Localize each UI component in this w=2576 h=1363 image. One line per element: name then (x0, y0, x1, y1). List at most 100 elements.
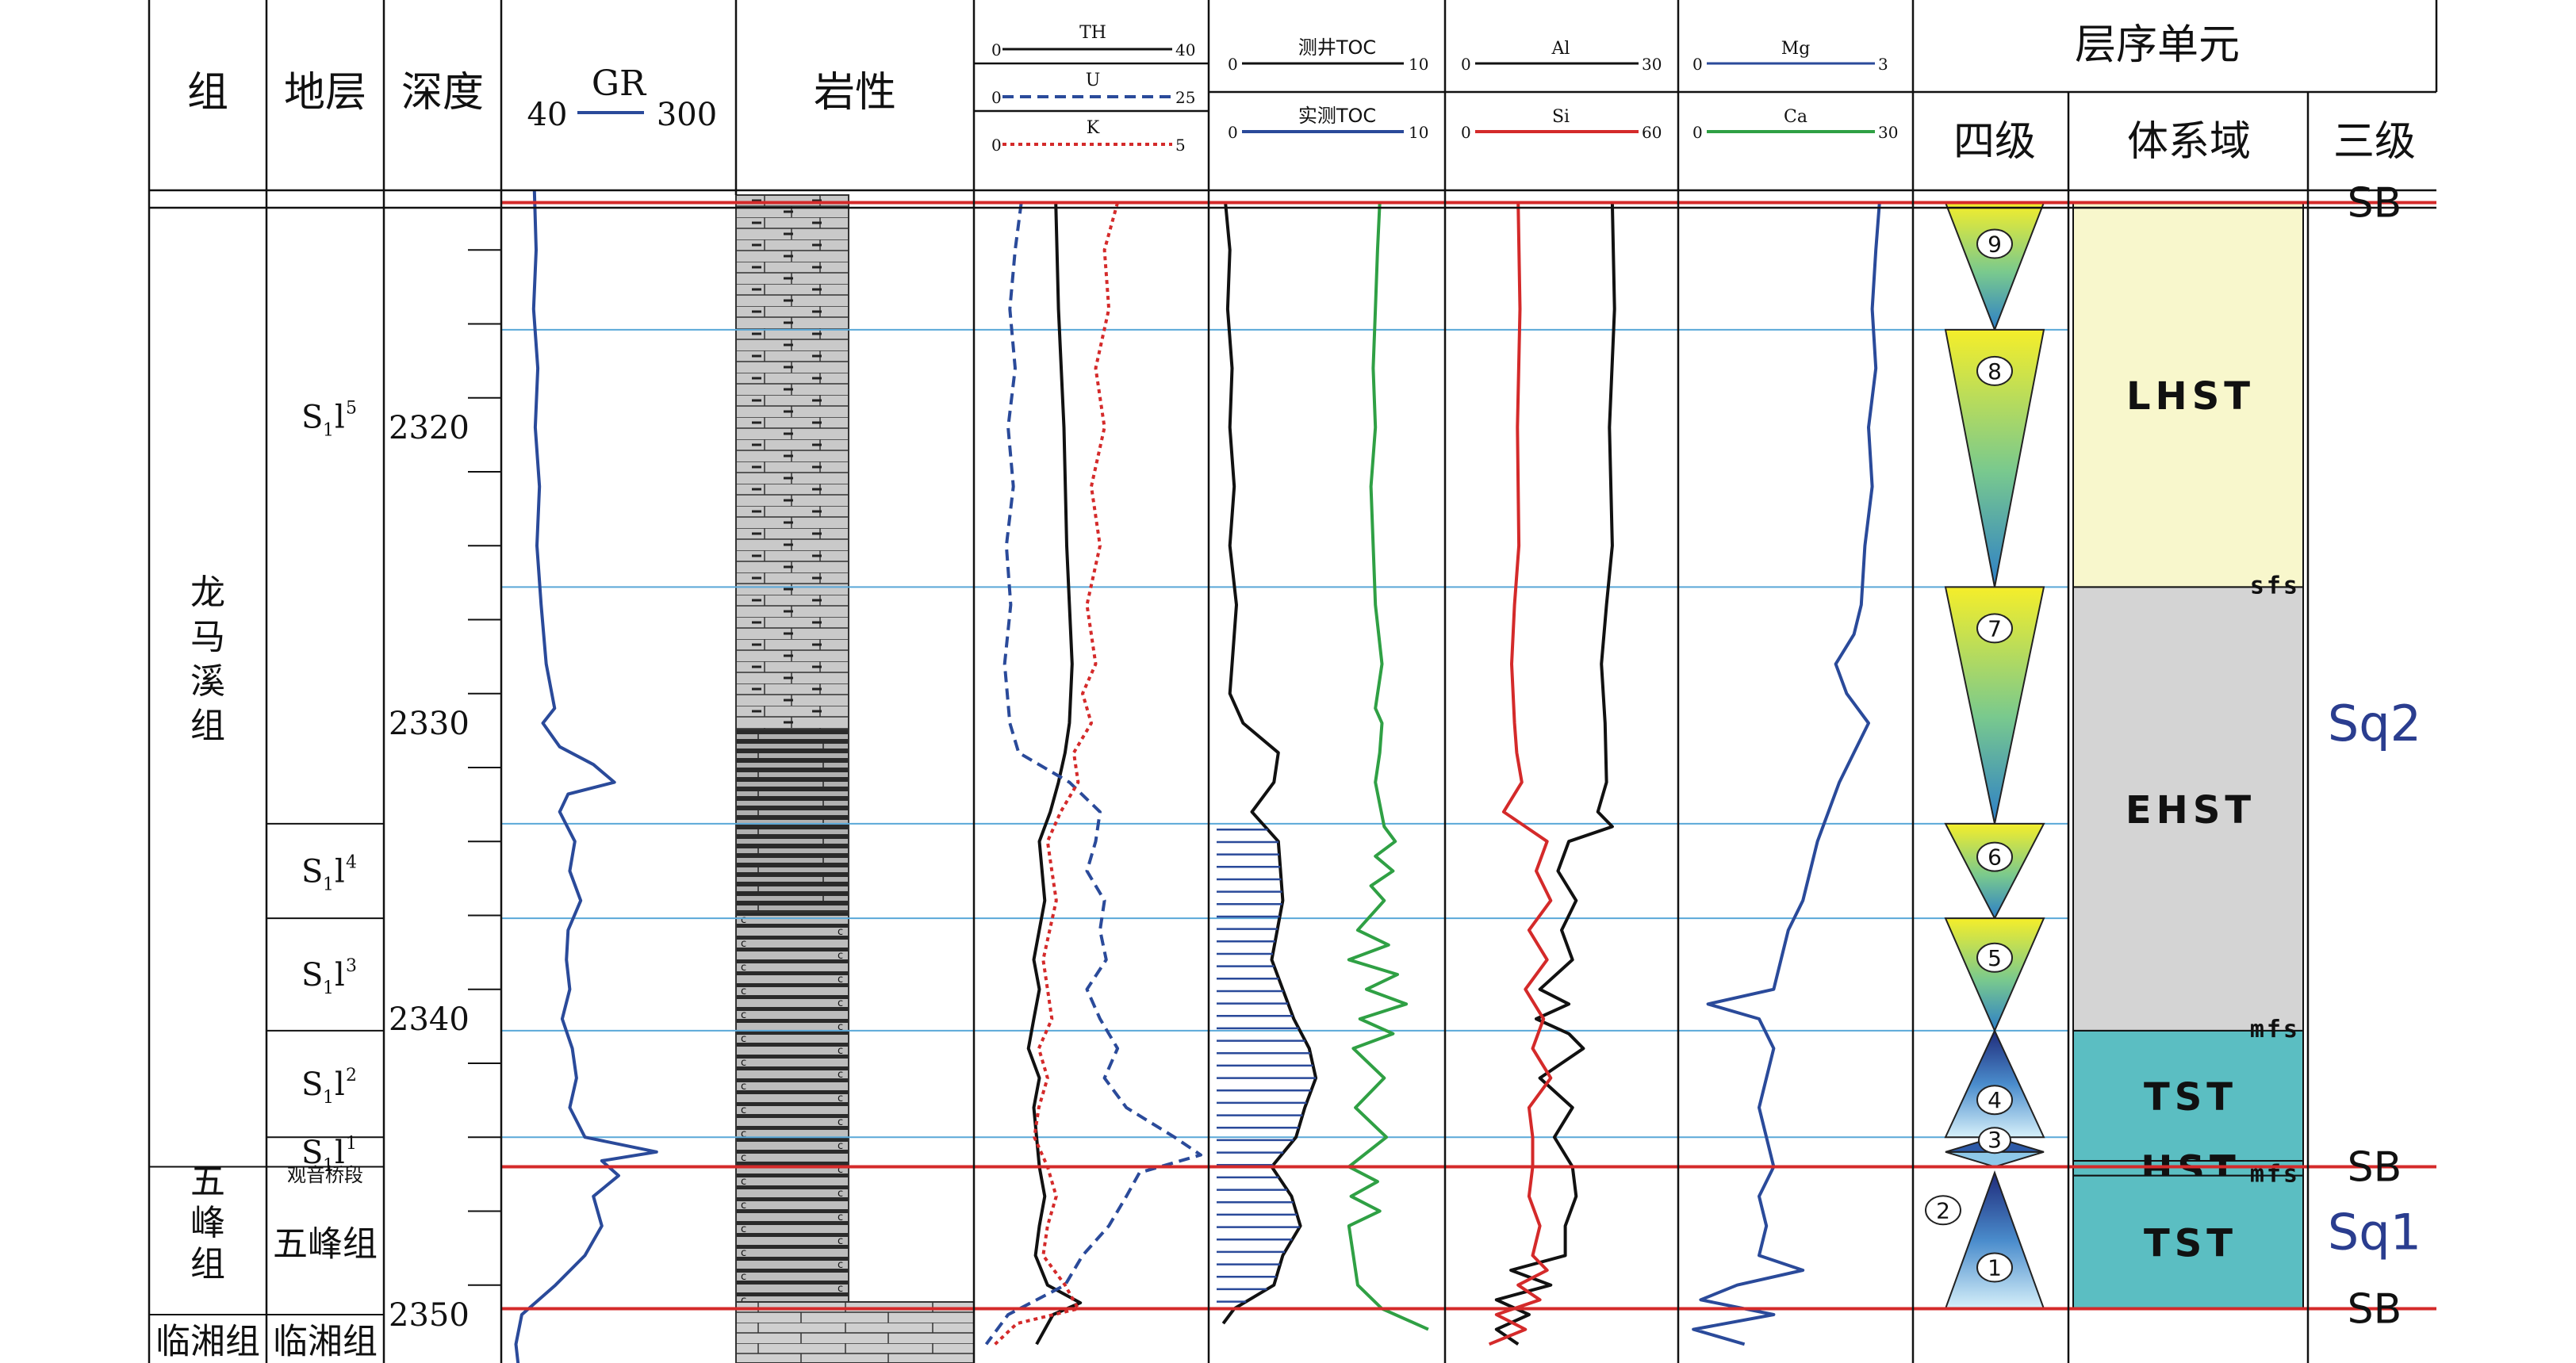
toc-log-header-name: 测井TOC (1298, 36, 1376, 59)
si-header-name: Si (1552, 107, 1570, 127)
systems-tract-label-tst: TST (2144, 1222, 2237, 1266)
cycle-badge-4 (1976, 1085, 2013, 1116)
stratum-label-sub: 1 (323, 1156, 334, 1176)
k-header-max: 5 (1175, 136, 1186, 155)
systems-tract-box (2072, 1029, 2304, 1162)
formation-label-wufeng: 组 (190, 1244, 225, 1285)
cycle-number-8: 8 (1988, 358, 2002, 385)
depth-tick-label: 2340 (389, 1001, 470, 1038)
formation-label-longmaxi: 龙 (190, 572, 225, 613)
cycle-triangle-9 (1944, 201, 2045, 332)
cycle-badge-5 (1976, 942, 2013, 973)
sequence-boundary-label: SB (2348, 1286, 2402, 1334)
systems-tract-label-lhst: LHST (2126, 374, 2255, 419)
th-header-name: TH (1079, 23, 1106, 43)
stratum-label-sup: 1 (346, 1134, 357, 1154)
cycle-badge-6 (1976, 841, 2013, 872)
cycle-badge-9 (1976, 228, 2013, 259)
stratum-label-linxiang: 临湘组 (273, 1321, 378, 1361)
cycle-number-6: 6 (1988, 844, 2002, 871)
cycle-badge-1 (1976, 1252, 2013, 1283)
sequence-label-sq1: Sq1 (2328, 1204, 2421, 1262)
cycle-number-3: 3 (1988, 1127, 2002, 1153)
curve-toc_log (1221, 202, 1318, 1325)
lithology-siliceous-shale (735, 911, 849, 1303)
stratum-label: S (301, 1066, 323, 1103)
stratum-label-sub: 1 (323, 875, 334, 895)
depth-header: 深度 (401, 69, 484, 117)
systems-tract-header: 体系域 (2127, 118, 2251, 166)
cycle-triangle-7 (1944, 586, 2045, 825)
systems-tract-label-tst: TST (2144, 1075, 2237, 1120)
formation-label-longmaxi: 马 (190, 617, 225, 657)
stratum-label-sub: 1 (323, 421, 334, 441)
cycle-badge-2 (1925, 1195, 1961, 1226)
stratum-label: S (301, 957, 323, 994)
stratum-header: 地层 (284, 69, 366, 117)
stratum-label: S (301, 854, 323, 890)
u-header-min: 0 (991, 88, 1002, 107)
cycle-number-5: 5 (1988, 945, 2002, 971)
formation-label-linxiang: 临湘组 (155, 1321, 260, 1361)
k-header-min: 0 (991, 136, 1002, 155)
stratum-label-sub: 1 (323, 1088, 334, 1108)
depth-tick-label: 2320 (389, 410, 470, 446)
toc-log-header-max: 10 (1409, 55, 1428, 74)
mg-header-min: 0 (1692, 55, 1703, 74)
curve-al (1494, 202, 1616, 1346)
header-row: 组 地层 深度 岩性 层序单元 四级 体系域 三级 GR 40 300 TH 0… (187, 21, 2416, 166)
formation-header: 组 (187, 69, 228, 117)
member-label-guanyinqiao: 观音桥段 (287, 1164, 363, 1186)
cycle-triangle-8 (1944, 328, 2045, 588)
systems-tract-label-ehst: EHST (2126, 788, 2256, 833)
si-header-max: 60 (1642, 123, 1662, 142)
sequence-boundary-label: SB (2348, 1144, 2402, 1192)
al-header-max: 30 (1642, 55, 1662, 74)
formation-label-wufeng: 五 (190, 1162, 225, 1202)
curve-u (984, 202, 1202, 1346)
cycle-triangle-3-lower (1945, 1151, 2045, 1168)
al-header-min: 0 (1461, 55, 1471, 74)
mg-header-max: 3 (1878, 55, 1888, 74)
gr-header-max: 300 (657, 97, 717, 133)
ca-header-max: 30 (1878, 123, 1898, 142)
curve-mg (1692, 202, 1881, 1346)
surface-mark-sfs: sfs (2250, 572, 2300, 599)
th-header-max: 40 (1175, 40, 1195, 59)
cycle-badge-3 (1978, 1127, 2011, 1154)
th-header-min: 0 (991, 40, 1002, 59)
k-header-name: K (1087, 118, 1100, 138)
toc-log-header-min: 0 (1228, 55, 1238, 74)
sequence-label-sq2: Sq2 (2328, 695, 2421, 752)
stratum-label-suffix: l (335, 1066, 345, 1103)
curve-k (994, 201, 1120, 1346)
cycle-number-2: 2 (1936, 1197, 1950, 1223)
cycle-triangle-1 (1944, 1170, 2045, 1310)
stratum-label-suffix: l (335, 1135, 345, 1171)
cycle-number-7: 7 (1988, 615, 2002, 641)
curve-toc_meas (1347, 202, 1429, 1331)
formation-label-longmaxi: 溪 (190, 661, 225, 702)
stratum-label-sup: 5 (346, 399, 357, 419)
third-order-header: 三级 (2333, 118, 2416, 166)
stratum-label-suffix: l (335, 400, 345, 436)
toc-meas-header-max: 10 (1409, 123, 1428, 142)
table-frame (148, 0, 2438, 1363)
lithology-limestone (735, 1301, 975, 1363)
gr-header-name: GR (592, 63, 647, 104)
lithology-header: 岩性 (814, 69, 896, 117)
stratum-label-sup: 4 (346, 853, 357, 873)
stratum-label-sub: 1 (323, 978, 334, 998)
curve-gr (514, 190, 658, 1363)
si-header-min: 0 (1461, 123, 1471, 142)
cycle-triangle-4 (1944, 1028, 2045, 1139)
stratum-label-suffix: l (335, 854, 345, 890)
stratum-label: S (301, 1135, 323, 1171)
lithology-grey-shale (735, 194, 849, 730)
depth-tick-label: 2330 (389, 706, 470, 742)
stratum-label-wufeng: 五峰组 (273, 1223, 378, 1264)
lithology-column (735, 194, 975, 1363)
mg-header-name: Mg (1781, 39, 1811, 59)
cycle-number-9: 9 (1988, 232, 2002, 258)
